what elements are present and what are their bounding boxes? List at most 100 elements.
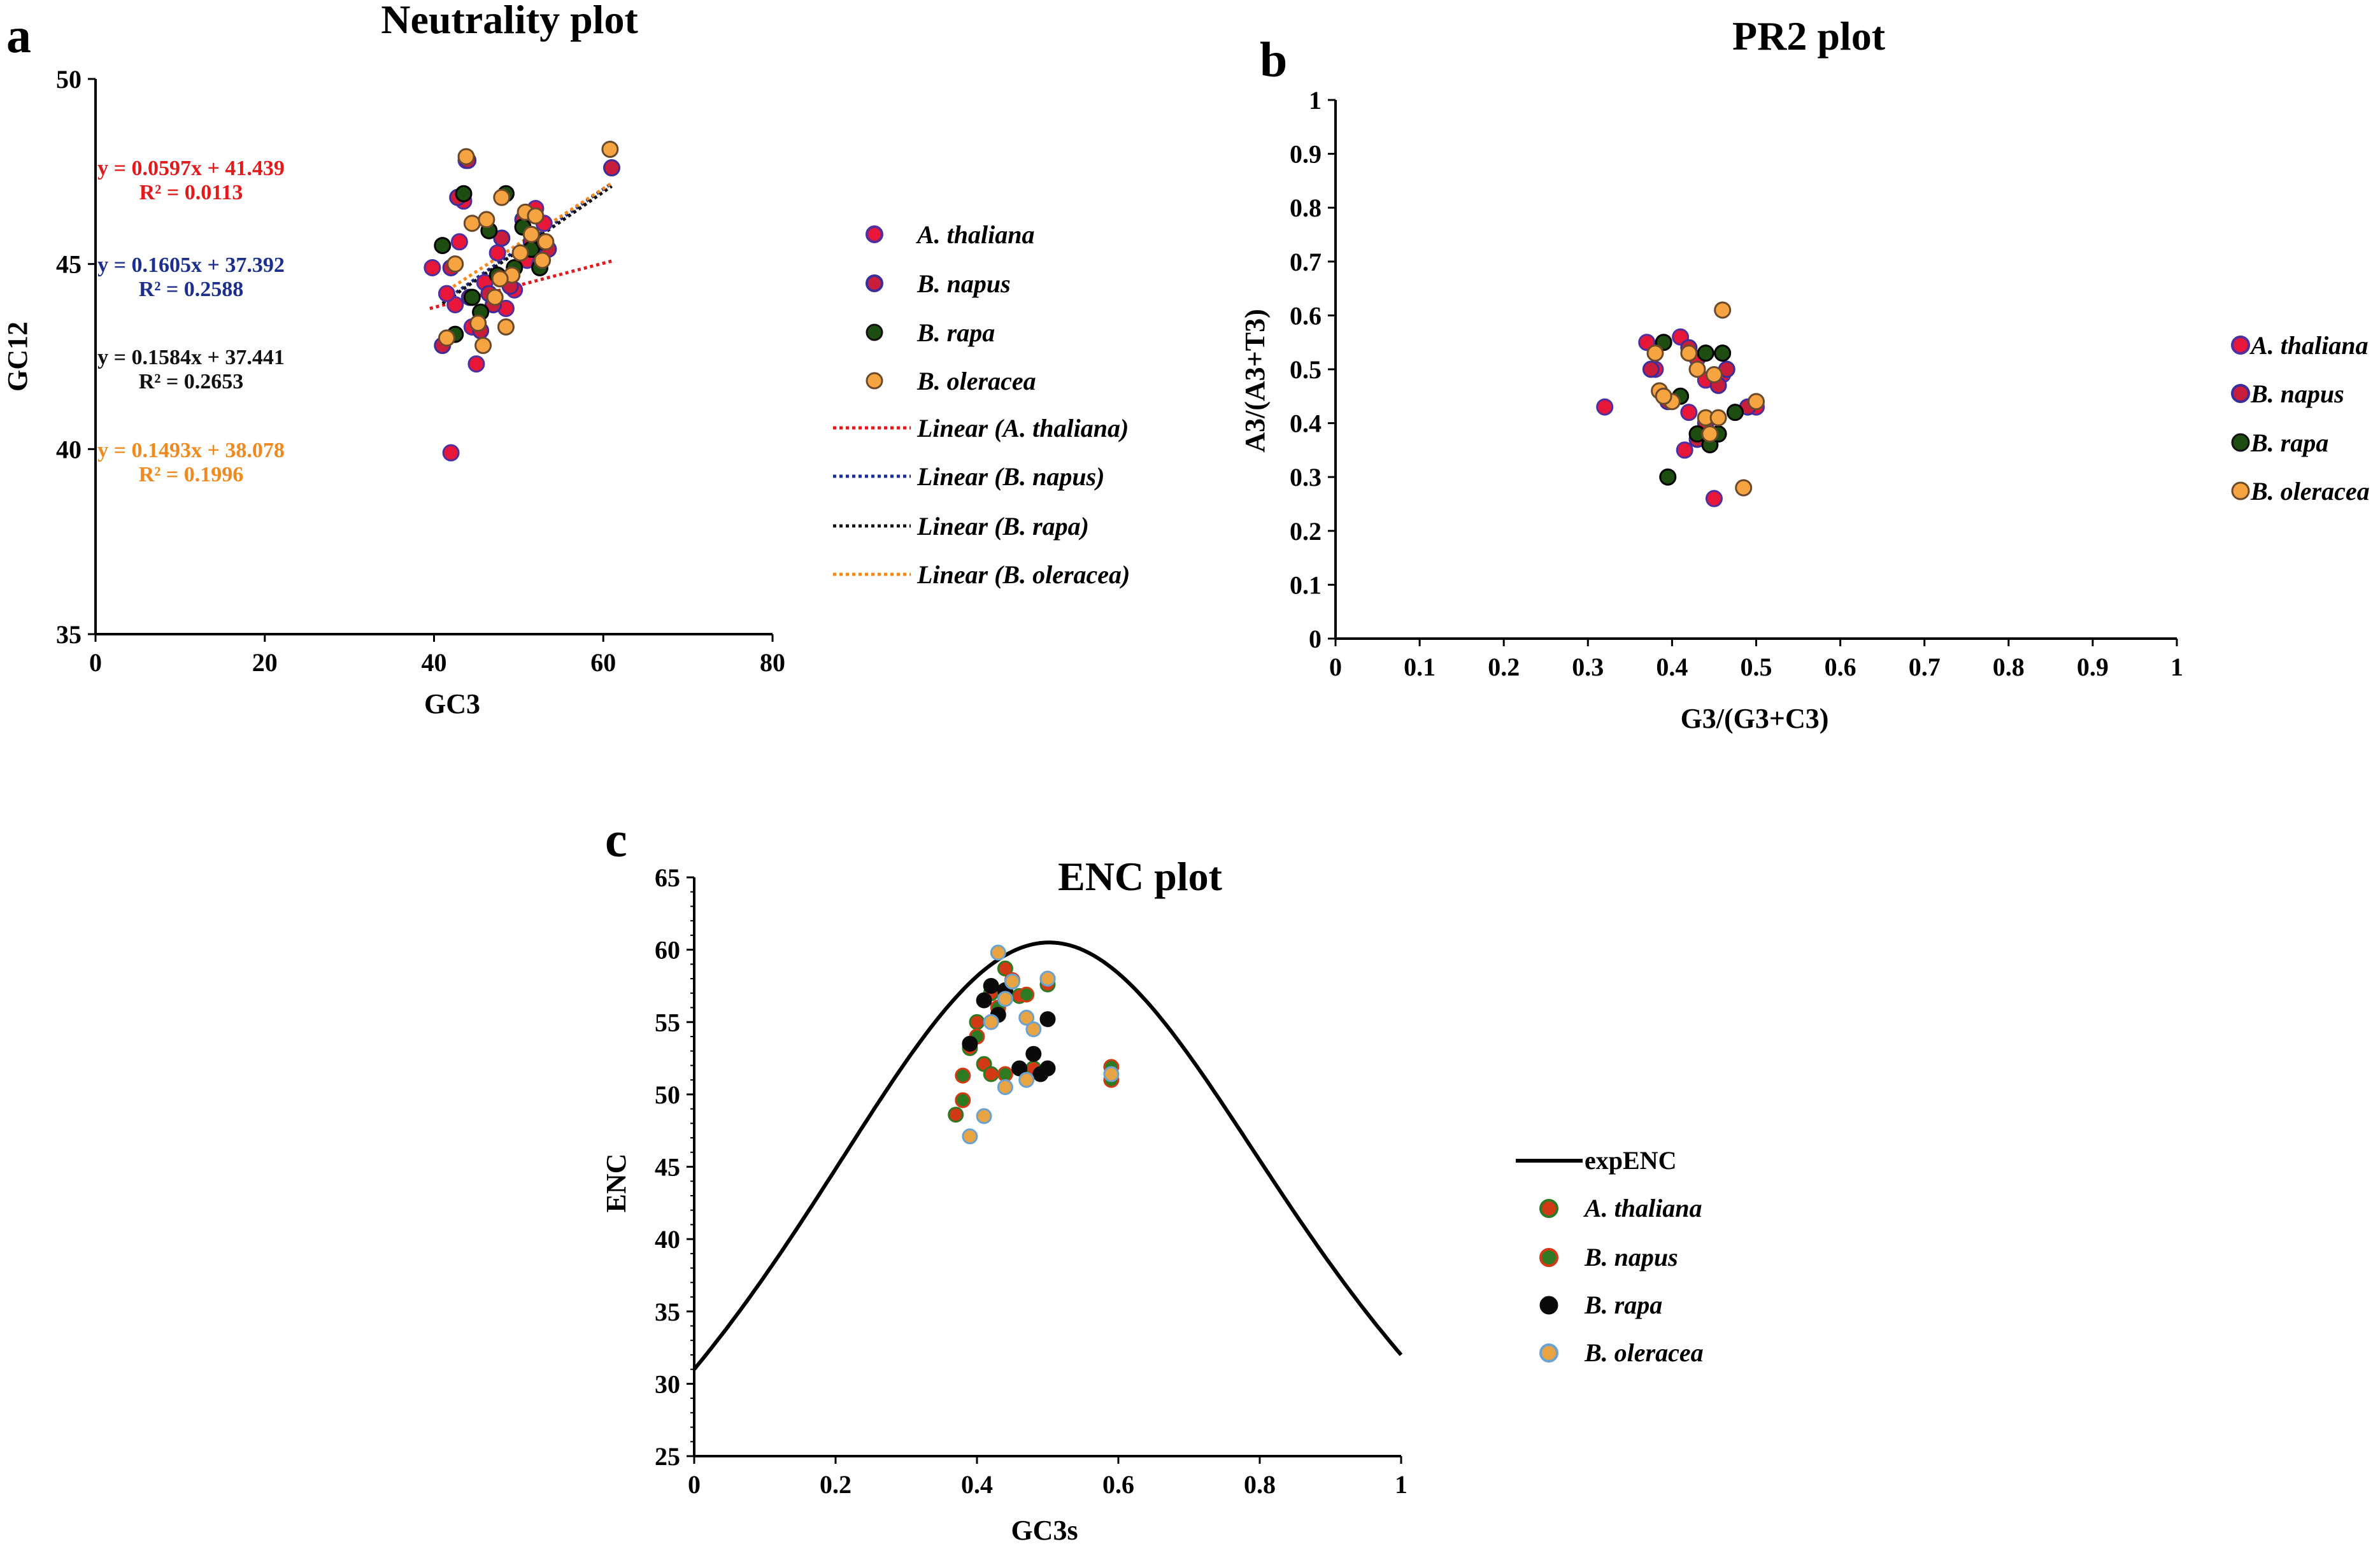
y-tick-label: 65 (655, 863, 680, 892)
equation-a-thaliana: y = 0.0597x + 41.439 (97, 157, 285, 180)
point-b-napus (955, 1067, 971, 1084)
point-b-oleracea (1735, 479, 1753, 497)
point-b-oleracea (446, 255, 464, 273)
point-b-rapa (463, 288, 481, 306)
legend-b-marker-b-rapa (2231, 433, 2250, 452)
legend-label-linear-b-oleracea: Linear (B. oleracea) (916, 560, 1130, 589)
x-tick-label: 0.9 (2077, 653, 2109, 681)
point-b-rapa (455, 185, 473, 202)
legend-b-item-b-oleracea: B. oleracea (2231, 477, 2370, 506)
x-tick-label: 0.3 (1572, 653, 1604, 681)
point-b-oleracea (983, 1014, 999, 1030)
panel-c-points (948, 944, 1120, 1145)
point-b-oleracea (457, 148, 475, 166)
y-tick-label: 55 (655, 1008, 680, 1037)
legend-c-marker-b-napus (1539, 1248, 1558, 1267)
legend-b-marker-b-oleracea (2231, 481, 2250, 500)
point-b-oleracea (511, 244, 529, 262)
point-a-thaliana (424, 259, 441, 276)
legend-c-marker-b-oleracea (1539, 1343, 1558, 1363)
y-tick-label: 35 (56, 620, 82, 649)
point-b-oleracea (1655, 387, 1672, 405)
legend-b-marker-b-napus (2231, 384, 2250, 403)
legend-c-item-expENC: expENC (1516, 1146, 1676, 1175)
panel-b-ylabel: A3/(A3+T3) (1239, 309, 1271, 453)
x-tick-label: 0.2 (820, 1470, 852, 1499)
x-tick-label: 20 (252, 648, 278, 677)
panel-a-points (424, 140, 621, 462)
legend-item-linear-a-thaliana: Linear (A. thaliana) (833, 414, 1129, 443)
equation-b-rapa: y = 0.1584x + 37.441 (97, 346, 285, 369)
point-b-oleracea (486, 288, 504, 306)
legend-label-b-napus: B. napus (916, 269, 1011, 298)
x-tick-label: 0.8 (1993, 653, 2025, 681)
x-tick-label: 1 (2170, 653, 2183, 681)
panel-b-label: b (1260, 32, 1287, 87)
panel-a-label: a (6, 8, 31, 63)
panel-a-title: Neutrality plot (381, 0, 638, 42)
legend-b-item-a-thaliana: A. thaliana (2231, 331, 2369, 360)
legend-item-b-rapa: B. rapa (866, 318, 995, 347)
x-tick-label: 0.6 (1825, 653, 1856, 681)
x-tick-label: 0.2 (1488, 653, 1520, 681)
legend-c-label-b-napus: B. napus (1584, 1243, 1678, 1271)
point-b-rapa (434, 237, 452, 255)
y-tick-label: 25 (655, 1442, 680, 1471)
trendline (441, 181, 613, 295)
x-tick-label: 0.6 (1102, 1470, 1134, 1499)
equation-b-oleracea: y = 0.1493x + 38.078 (97, 439, 285, 462)
y-tick-label: 50 (56, 65, 82, 94)
point-b-rapa (1025, 1045, 1042, 1062)
x-tick-label: 0.4 (1656, 653, 1688, 681)
point-b-oleracea (1688, 360, 1706, 378)
y-tick-label: 0.1 (1290, 570, 1322, 599)
point-b-rapa (976, 992, 992, 1009)
legend-b-marker-a-thaliana (2231, 336, 2250, 355)
point-b-oleracea (1018, 1072, 1035, 1088)
legend-label-linear-b-rapa: Linear (B. rapa) (916, 512, 1089, 541)
y-tick-label: 0.8 (1290, 194, 1322, 222)
point-b-oleracea (601, 140, 619, 158)
legend-c-item-a-thaliana: A. thaliana (1539, 1194, 1702, 1222)
legend-b-label-b-rapa: B. rapa (2250, 428, 2328, 457)
point-b-oleracea (1709, 409, 1727, 427)
legend-c-item-b-oleracea: B. oleracea (1539, 1338, 1704, 1367)
point-b-oleracea (493, 188, 511, 206)
panel-a-xlabel: GC3 (424, 688, 480, 719)
panel-c: c ENC plot 0 0.2 0.4 0.6 0.8 1 25 30 35 40 45 50 55 6… (601, 812, 1704, 1544)
point-a-thaliana (467, 355, 485, 373)
y-tick-label: 0.2 (1290, 517, 1322, 546)
y-tick-label: 0 (1309, 625, 1322, 653)
point-b-rapa (1726, 404, 1744, 421)
legend-b-label-b-oleracea: B. oleracea (2250, 477, 2370, 506)
x-tick-label: 0 (89, 648, 102, 677)
legend-label-linear-a-thaliana: Linear (A. thaliana) (916, 414, 1129, 443)
point-b-oleracea (1004, 974, 1020, 990)
x-tick-label: 0.1 (1404, 653, 1436, 681)
panel-c-legend: expENC A. thaliana B. napus B. rapa B. o… (1516, 1146, 1704, 1367)
point-a-thaliana (442, 444, 460, 462)
point-b-oleracea (522, 225, 540, 243)
point-b-oleracea (478, 211, 495, 229)
point-b-oleracea (1018, 1009, 1035, 1026)
point-b-oleracea (1705, 365, 1723, 383)
point-a-thaliana (1680, 404, 1698, 421)
legend-b-label-a-thaliana: A. thaliana (2249, 331, 2369, 360)
x-tick-label: 0.4 (961, 1470, 993, 1499)
point-a-thaliana (983, 1066, 999, 1082)
legend-c-label-a-thaliana: A. thaliana (1583, 1194, 1702, 1222)
panel-c-label: c (605, 812, 627, 867)
panel-c-axes: 0 0.2 0.4 0.6 0.8 1 25 30 35 40 45 50 55 60 65 (655, 863, 1407, 1499)
y-tick-label: 0.6 (1290, 301, 1322, 330)
point-b-napus (1642, 360, 1660, 378)
point-b-oleracea (438, 329, 455, 347)
y-tick-label: 45 (655, 1153, 680, 1182)
x-tick-label: 0.5 (1741, 653, 1772, 681)
point-b-oleracea (491, 270, 509, 288)
point-b-oleracea (1748, 393, 1765, 411)
legend-label-b-oleracea: B. oleracea (916, 367, 1036, 395)
legend-c-item-b-napus: B. napus (1539, 1243, 1678, 1271)
y-tick-label: 0.3 (1290, 463, 1322, 492)
